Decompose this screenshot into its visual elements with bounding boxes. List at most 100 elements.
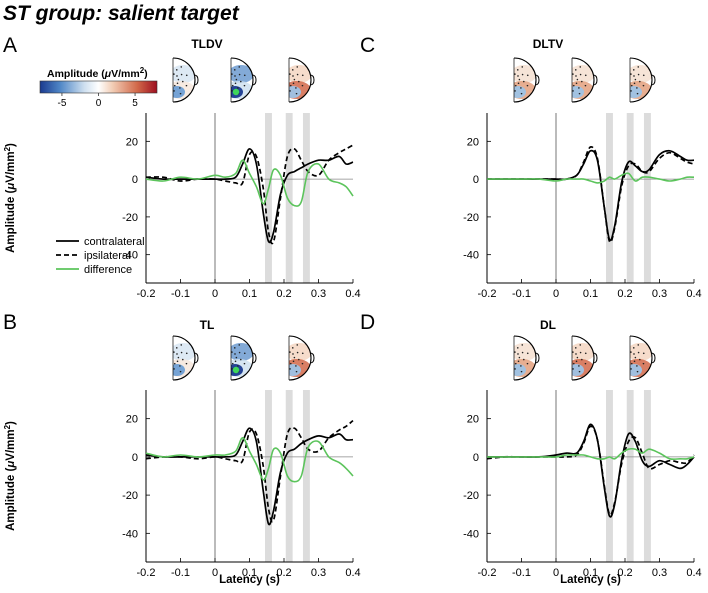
topomap-electrode: [175, 69, 178, 71]
topomap-electrode-highlight: [232, 88, 240, 96]
topomap-electrode: [634, 356, 637, 359]
topomap-electrode: [514, 368, 516, 370]
topomap-electrode: [521, 351, 524, 354]
topomap-electrode: [630, 73, 632, 75]
x-tick-label: 0.4: [345, 567, 360, 579]
x-tick-label: 0.1: [583, 288, 598, 300]
topomap-electrode: [240, 358, 242, 361]
topomap-electrode: [523, 80, 525, 83]
topomap-electrode: [240, 80, 242, 83]
topomap-electrode: [572, 368, 574, 370]
topomap-electrode: [292, 353, 294, 355]
panel-title: DL: [540, 318, 556, 332]
topomap-electrode: [574, 347, 577, 349]
topomap-electrode: [518, 78, 521, 81]
topomap-outline: [513, 335, 537, 381]
topomap-ear: [534, 74, 540, 86]
topomap-fill: [289, 336, 311, 380]
legend-label-ipsilateral: ipsilateral: [84, 250, 130, 262]
topomap-electrode: [633, 353, 635, 355]
y-axis-label-part: V/mm: [5, 151, 17, 182]
topomap-electrode: [238, 351, 241, 354]
topomap-blob: [572, 364, 584, 376]
colorbar-tick-label: 5: [132, 98, 138, 109]
topomap-ear: [650, 352, 656, 364]
topomap-electrode: [292, 82, 295, 85]
y-tick-label: 20: [126, 414, 138, 426]
series-line-contralateral: [487, 423, 695, 518]
panel-letter: B: [3, 311, 17, 334]
topomap-fill: [231, 336, 253, 380]
topomap-electrode: [295, 87, 297, 89]
topomap-electrode: [579, 344, 582, 346]
series-line-contralateral: [145, 148, 354, 244]
topomap-electrode: [237, 87, 239, 89]
x-tick-label: 0.4: [686, 288, 701, 300]
topomap-ear: [193, 74, 199, 86]
colorbar-tick-label: 0: [96, 98, 102, 109]
topomap-electrode: [636, 92, 639, 95]
topomap-electrode: [292, 75, 294, 77]
topomap-electrode: [514, 73, 516, 75]
topomap-electrode: [296, 66, 299, 68]
x-tick-label: -0.1: [512, 288, 531, 300]
topomap-outline: [230, 335, 254, 381]
topomap-electrode: [237, 365, 239, 367]
topomap-electrode: [576, 356, 579, 359]
panel-letter: A: [3, 34, 17, 57]
topomap-electrode: [233, 347, 236, 349]
panel-letter: D: [360, 311, 375, 334]
topomap-electrode: [173, 73, 175, 75]
topomap-fill: [572, 58, 594, 102]
topomap-electrode: [175, 347, 178, 349]
topomap-electrode: [575, 82, 578, 85]
topomap-electrode: [243, 84, 246, 87]
topomap-electrode: [584, 352, 587, 355]
topomap-blob: [514, 86, 526, 98]
topomap-electrode: [231, 73, 233, 75]
topomap-electrode: [231, 368, 233, 370]
topomap-ear: [193, 352, 199, 364]
x-tick-label: 0.3: [652, 567, 667, 579]
topomap-electrode: [518, 356, 521, 359]
topomap-electrode: [579, 66, 582, 68]
x-tick-label: 0.2: [276, 288, 291, 300]
colorbar: Amplitude (μV/mm2) -5 0 5: [39, 66, 158, 109]
topomap-electrode: [301, 352, 304, 355]
topomap-electrode: [180, 73, 183, 76]
x-tick-label: -0.1: [171, 288, 190, 300]
topomap-blob: [173, 86, 185, 98]
x-tick-label: -0.2: [137, 288, 156, 300]
topomap-fill: [231, 58, 253, 102]
topomap-electrode: [289, 90, 291, 92]
y-tick-label: 0: [132, 174, 138, 186]
topomap-electrode: [301, 74, 304, 77]
topomap-electrode: [231, 84, 234, 87]
topomap-electrode: [520, 370, 523, 373]
topomap-electrode: [293, 356, 296, 359]
topomap-blob: [289, 86, 301, 98]
y-axis-label: Amplitude (μV/mm2): [3, 421, 17, 531]
topomap-electrode: [295, 92, 298, 95]
shaded-window: [606, 390, 613, 562]
topomap-electrode: [637, 344, 640, 346]
y-tick-label: -40: [463, 528, 479, 540]
topomap-electrode: [234, 75, 236, 77]
topomap-electrode: [572, 362, 575, 365]
topomap-electrode: [289, 368, 291, 370]
topomap-electrode: [514, 90, 516, 92]
topomap-electrode: [179, 87, 181, 89]
topomap-electrode: [234, 82, 237, 85]
topomap-fill: [572, 336, 594, 380]
topomap-electrode: [234, 353, 236, 355]
topomap-electrode: [526, 362, 529, 365]
topomap-blob: [630, 86, 642, 98]
y-axis-label-part: 2: [3, 146, 12, 151]
x-tick-label: 0.1: [242, 567, 257, 579]
topomap-fill: [630, 58, 652, 102]
topomap-electrode: [579, 351, 582, 354]
topomap-electrode: [639, 358, 641, 361]
topomap-electrode: [633, 360, 636, 363]
x-tick-label: 0: [212, 288, 218, 300]
topomap-outline: [288, 335, 312, 381]
